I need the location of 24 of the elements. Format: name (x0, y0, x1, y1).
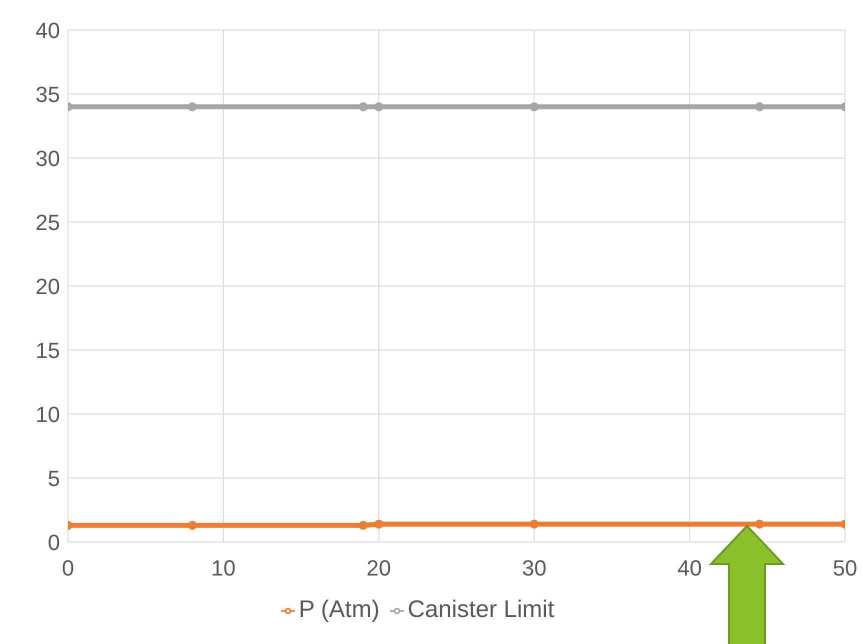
x-tick-label: 10 (211, 556, 236, 581)
x-tick-label: 40 (677, 556, 702, 581)
point (188, 102, 197, 112)
point (530, 102, 539, 112)
x-tick-label: 30 (522, 556, 546, 581)
y-tick-label: 25 (36, 210, 60, 235)
y-tick-label: 30 (36, 146, 60, 171)
point (358, 520, 368, 530)
legend-label: P (Atm) (298, 596, 380, 623)
point (358, 102, 368, 112)
point (530, 520, 539, 529)
x-tick-label: 50 (832, 556, 858, 581)
y-tick-label: 35 (36, 82, 60, 107)
y-tick-label: 0 (48, 530, 60, 555)
y-tick-label: 10 (36, 402, 60, 427)
point (374, 520, 384, 529)
point (374, 102, 384, 112)
y-tick-label: 40 (36, 18, 60, 43)
point (188, 520, 197, 530)
x-tick-label: 20 (366, 556, 392, 581)
y-tick-label: 15 (36, 338, 60, 363)
y-tick-label: 5 (48, 466, 60, 491)
y-tick-label: 20 (36, 274, 60, 299)
legend-label: Canister Limit (408, 596, 554, 623)
